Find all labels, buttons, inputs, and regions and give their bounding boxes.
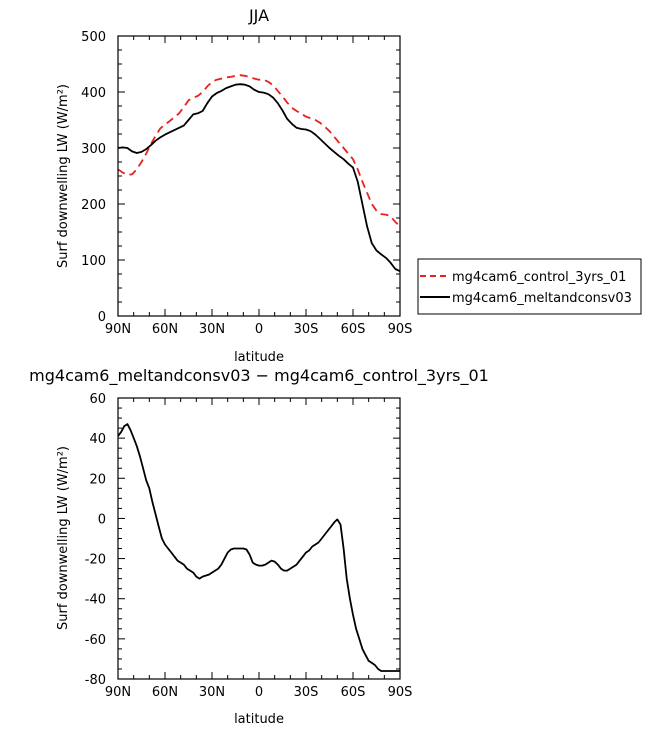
top-y-axis-label: Surf downwelling LW (W/m²) xyxy=(56,84,71,268)
bottom-x-tick-label-4: 30S xyxy=(294,685,319,700)
legend-label-control: mg4cam6_control_3yrs_01 xyxy=(452,270,626,285)
bottom-x-tick-label-5: 60S xyxy=(341,685,366,700)
top-x-tick-label-6: 90S xyxy=(388,322,413,337)
top-panel: JJA 90N 60N 30N 0 30S 60S 90S0100200300400500 … xyxy=(56,6,642,365)
bottom-plot-frame xyxy=(117,397,401,680)
top-x-tick-label-5: 60S xyxy=(341,322,366,337)
bottom-y-tick-label-7: 60 xyxy=(89,392,106,407)
bottom-y-tick-label-2: -40 xyxy=(85,593,106,608)
top-x-tick-label-3: 0 xyxy=(255,322,263,337)
top-series-group xyxy=(117,74,401,273)
top-y-tick-label-4: 400 xyxy=(81,86,106,101)
bottom-y-tick-label-4: 0 xyxy=(98,512,106,527)
top-ticks-group: 90N 60N 30N 0 30S 60S 90S 0 100 200 300 400 500 xyxy=(81,30,412,337)
top-series-line-0 xyxy=(117,74,401,228)
bottom-x-tick-label-2: 30N xyxy=(199,685,225,700)
top-x-tick-label-1: 60N xyxy=(152,322,178,337)
bottom-x-tick-label-1: 60N xyxy=(152,685,178,700)
top-y-tick-label-0: 0 xyxy=(98,310,106,325)
bottom-x-tick-label-0: 90N xyxy=(105,685,131,700)
top-plot-frame xyxy=(117,35,401,317)
top-y-tick-label-3: 300 xyxy=(81,142,106,157)
bottom-x-axis-label: latitude xyxy=(234,712,284,727)
bottom-y-axis-label: Surf downwelling LW (W/m²) xyxy=(56,446,71,630)
bottom-series-group xyxy=(117,423,400,672)
bottom-title: mg4cam6_meltandconsv03 − mg4cam6_control… xyxy=(29,366,489,386)
bottom-ticks-group: 90N 60N 30N 0 30S 60S 90S -80 -60 -40 -20 0 20 40 60 xyxy=(85,392,413,700)
legend-label-melt: mg4cam6_meltandconsv03 xyxy=(452,291,632,306)
top-y-tick-label-1: 100 xyxy=(81,254,106,269)
top-series-line-1 xyxy=(117,83,401,273)
top-y-tick-label-5: 500 xyxy=(81,30,106,45)
top-x-tick-label-2: 30N xyxy=(199,322,225,337)
bottom-panel: mg4cam6_meltandconsv03 − mg4cam6_control… xyxy=(29,366,489,727)
top-x-tick-label-0: 90N xyxy=(105,322,131,337)
bottom-y-tick-label-6: 40 xyxy=(89,432,106,447)
bottom-series-line-0 xyxy=(117,423,400,672)
top-x-axis-label: latitude xyxy=(234,350,284,365)
top-x-tick-label-4: 30S xyxy=(294,322,319,337)
bottom-y-tick-label-1: -60 xyxy=(85,633,106,648)
legend: mg4cam6_control_3yrs_01 mg4cam6_meltandc… xyxy=(417,258,642,315)
bottom-y-tick-label-0: -80 xyxy=(85,673,106,688)
bottom-y-tick-label-3: -20 xyxy=(85,553,106,568)
top-y-tick-label-2: 200 xyxy=(81,198,106,213)
bottom-y-tick-label-5: 20 xyxy=(89,472,106,487)
bottom-x-tick-label-3: 0 xyxy=(255,685,263,700)
legend-box xyxy=(417,258,642,315)
bottom-x-tick-label-6: 90S xyxy=(388,685,413,700)
top-title: JJA xyxy=(248,6,269,25)
